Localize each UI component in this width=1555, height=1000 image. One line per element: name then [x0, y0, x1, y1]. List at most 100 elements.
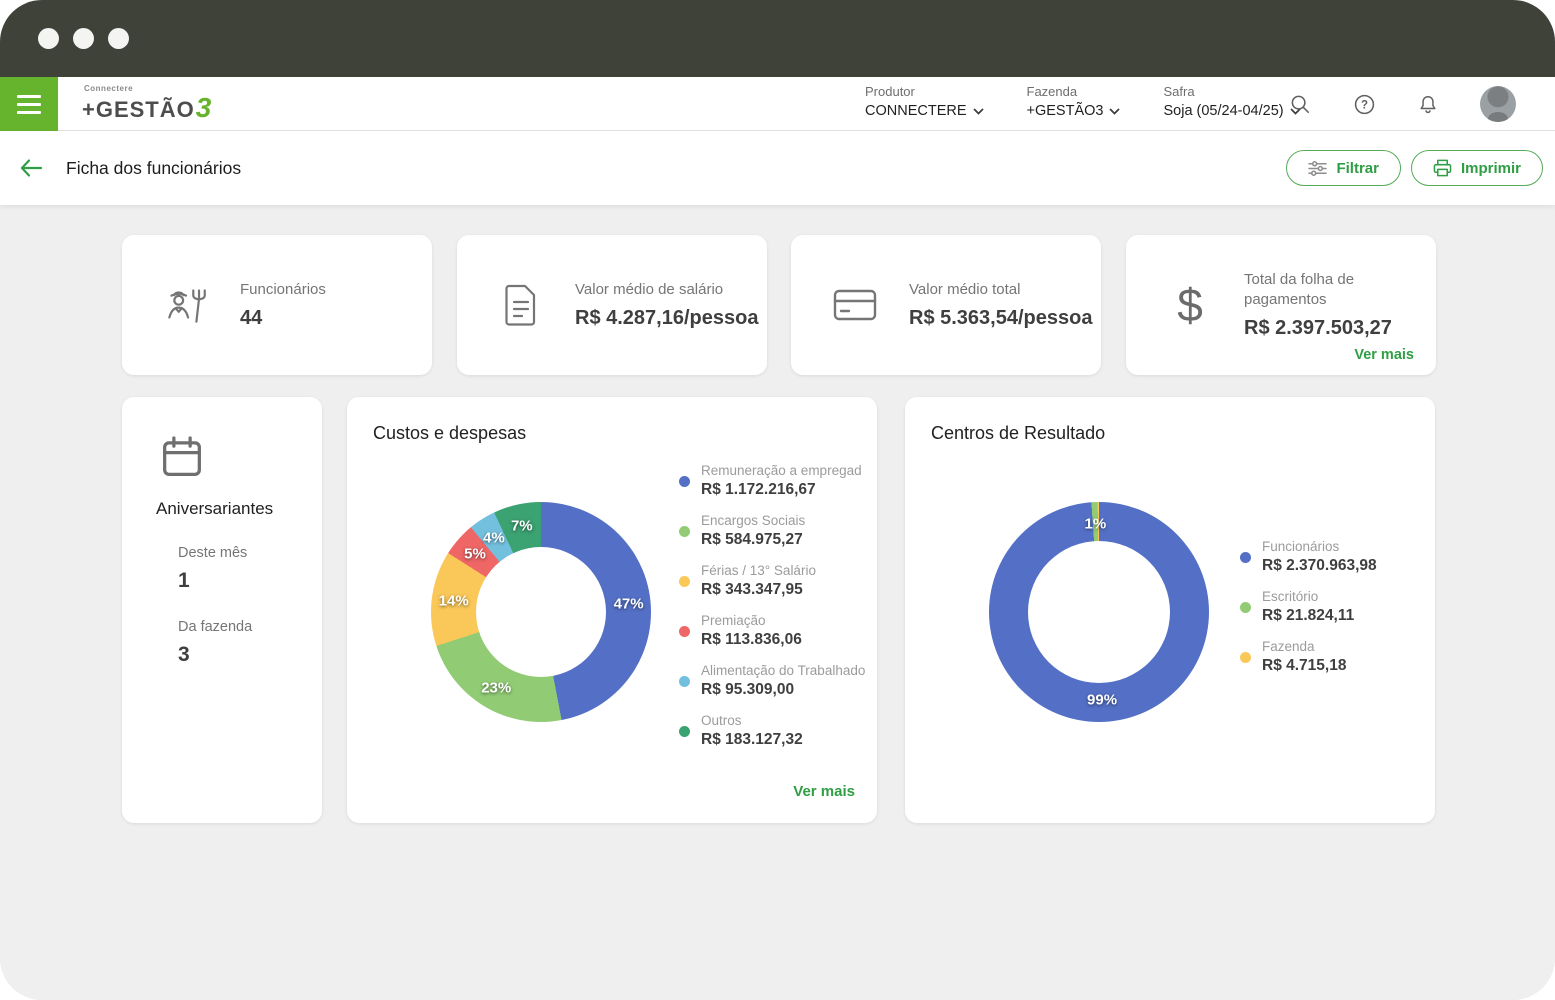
season-value: Soja (05/24-04/25) [1163, 103, 1283, 119]
birthdays-item-value: 3 [178, 643, 322, 667]
legend-dot [679, 676, 690, 687]
app-logo: Connectere +GESTÃO3 [82, 83, 211, 122]
costs-donut-chart: 47%23%14%5%4%7% [431, 502, 651, 722]
printer-icon [1433, 159, 1452, 177]
legend-label: Funcionários [1262, 539, 1377, 554]
legend-label: Remuneração a empregad [701, 463, 862, 478]
legend-item[interactable]: EscritórioR$ 21.824,11 [1240, 587, 1425, 627]
stat-value: 44 [240, 307, 326, 330]
legend-label: Férias / 13° Salário [701, 563, 816, 578]
filter-button[interactable]: Filtrar [1286, 150, 1401, 186]
legend-item[interactable]: OutrosR$ 183.127,32 [679, 711, 869, 751]
legend-value: R$ 183.127,32 [701, 731, 803, 749]
ver-mais-link[interactable]: Ver mais [1354, 347, 1414, 363]
season-selector[interactable]: Safra Soja (05/24-04/25) [1163, 84, 1300, 119]
chevron-down-icon [1109, 108, 1120, 115]
help-icon[interactable]: ? [1352, 92, 1376, 116]
stat-label: Funcionários [240, 280, 326, 300]
window-minimize-button[interactable] [73, 28, 94, 49]
toolbar-actions: Filtrar Imprimir [1286, 150, 1543, 186]
print-button[interactable]: Imprimir [1411, 150, 1543, 186]
legend-label: Fazenda [1262, 639, 1346, 654]
stat-value: R$ 4.287,16/pessoa [575, 307, 758, 330]
legend-dot [1240, 652, 1251, 663]
svg-text:?: ? [1360, 99, 1367, 111]
search-icon[interactable] [1288, 92, 1312, 116]
legend-item[interactable]: Premiação R$ 113.836,06 [679, 611, 869, 651]
birthdays-title: Aniversariantes [156, 499, 322, 519]
legend-dot [679, 626, 690, 637]
legend-item[interactable]: Encargos Sociais R$ 584.975,27 [679, 511, 869, 551]
donut-hole [1028, 541, 1170, 683]
farm-value: +GESTÃO3 [1027, 103, 1104, 119]
stat-card-valor-medio-total: Valor médio total R$ 5.363,54/pessoa [791, 235, 1101, 375]
birthdays-item: Da fazenda 3 [178, 619, 322, 667]
legend-label: Encargos Sociais [701, 513, 805, 528]
donut-hole [476, 547, 606, 677]
birthdays-item: Deste mês 1 [178, 545, 322, 593]
birthdays-item-label: Da fazenda [178, 619, 322, 635]
stat-label: Valor médio total [909, 280, 1092, 300]
topbar-icons: ? [1288, 77, 1516, 131]
print-button-label: Imprimir [1461, 160, 1521, 177]
chevron-down-icon [973, 108, 984, 115]
legend-item[interactable]: Alimentação do TrabalhadoR$ 95.309,00 [679, 661, 869, 701]
legend-value: R$ 584.975,27 [701, 531, 805, 549]
context-selectors: Produtor CONNECTERE Fazenda +GESTÃO3 Saf… [865, 84, 1344, 119]
result-centers-chart-card: Centros de Resultado 99%1% Funcionários R… [905, 397, 1435, 823]
app-window: Connectere +GESTÃO3 Produtor CONNECTERE … [0, 0, 1555, 1000]
credit-card-icon [827, 287, 883, 323]
page-toolbar: Ficha dos funcionários Filtrar [0, 131, 1555, 205]
filter-button-label: Filtrar [1336, 160, 1379, 177]
sliders-icon [1308, 160, 1327, 177]
page-title: Ficha dos funcionários [66, 158, 241, 179]
document-icon [493, 282, 549, 328]
season-label: Safra [1163, 84, 1300, 99]
legend-label: Premiação [701, 613, 802, 628]
legend-label: Alimentação do Trabalhado [701, 663, 865, 678]
birthdays-card: Aniversariantes Deste mês 1 Da fazenda 3 [122, 397, 322, 823]
stat-label: Total da folha de pagamentos [1244, 270, 1424, 311]
menu-button[interactable] [0, 77, 58, 131]
ver-mais-link[interactable]: Ver mais [793, 783, 855, 800]
back-arrow-icon[interactable] [18, 155, 44, 181]
birthdays-item-value: 1 [178, 569, 322, 593]
legend-item[interactable]: Fazenda R$ 4.715,18 [1240, 637, 1425, 677]
stat-value: R$ 2.397.503,27 [1244, 317, 1424, 340]
window-close-button[interactable] [38, 28, 59, 49]
logo-top-text: Connectere [84, 85, 211, 93]
legend-dot [1240, 552, 1251, 563]
user-avatar[interactable] [1480, 86, 1516, 122]
costs-chart-card: Custos e despesas 47%23%14%5%4%7% Remune… [347, 397, 877, 823]
legend-dot [679, 726, 690, 737]
result-centers-chart-legend: Funcionários R$ 2.370.963,98 EscritórioR$ … [1240, 537, 1425, 687]
calendar-icon [156, 431, 322, 483]
stat-card-valor-medio-salario: Valor médio de salário R$ 4.287,16/pesso… [457, 235, 767, 375]
legend-item[interactable]: Remuneração a empregadR$ 1.172.216,67 [679, 461, 869, 501]
producer-selector[interactable]: Produtor CONNECTERE [865, 84, 984, 119]
legend-dot [679, 576, 690, 587]
chart-title: Centros de Resultado [931, 423, 1105, 444]
stat-label: Valor médio de salário [575, 280, 758, 300]
legend-dot [1240, 602, 1251, 613]
stat-card-funcionarios: Funcionários 44 [122, 235, 432, 375]
legend-dot [679, 476, 690, 487]
stat-card-folha-pagamentos: $ Total da folha de pagamentos R$ 2.397.… [1126, 235, 1436, 375]
legend-value: R$ 4.715,18 [1262, 657, 1346, 675]
legend-value: R$ 21.824,11 [1262, 607, 1354, 625]
legend-value: R$ 343.347,95 [701, 581, 816, 599]
legend-value: R$ 2.370.963,98 [1262, 557, 1377, 575]
legend-dot [679, 526, 690, 537]
farm-selector[interactable]: Fazenda +GESTÃO3 [1027, 84, 1121, 119]
legend-item[interactable]: Funcionários R$ 2.370.963,98 [1240, 537, 1425, 577]
window-maximize-button[interactable] [108, 28, 129, 49]
logo-main-text: +GESTÃO [82, 97, 195, 122]
window-titlebar [0, 0, 1555, 77]
producer-value: CONNECTERE [865, 103, 967, 119]
farmer-icon [158, 280, 214, 330]
legend-item[interactable]: Férias / 13° Salário R$ 343.347,95 [679, 561, 869, 601]
result-centers-donut-chart: 99%1% [989, 502, 1209, 722]
legend-value: R$ 113.836,06 [701, 631, 802, 649]
logo-suffix-text: 3 [196, 92, 212, 123]
bell-icon[interactable] [1416, 92, 1440, 116]
